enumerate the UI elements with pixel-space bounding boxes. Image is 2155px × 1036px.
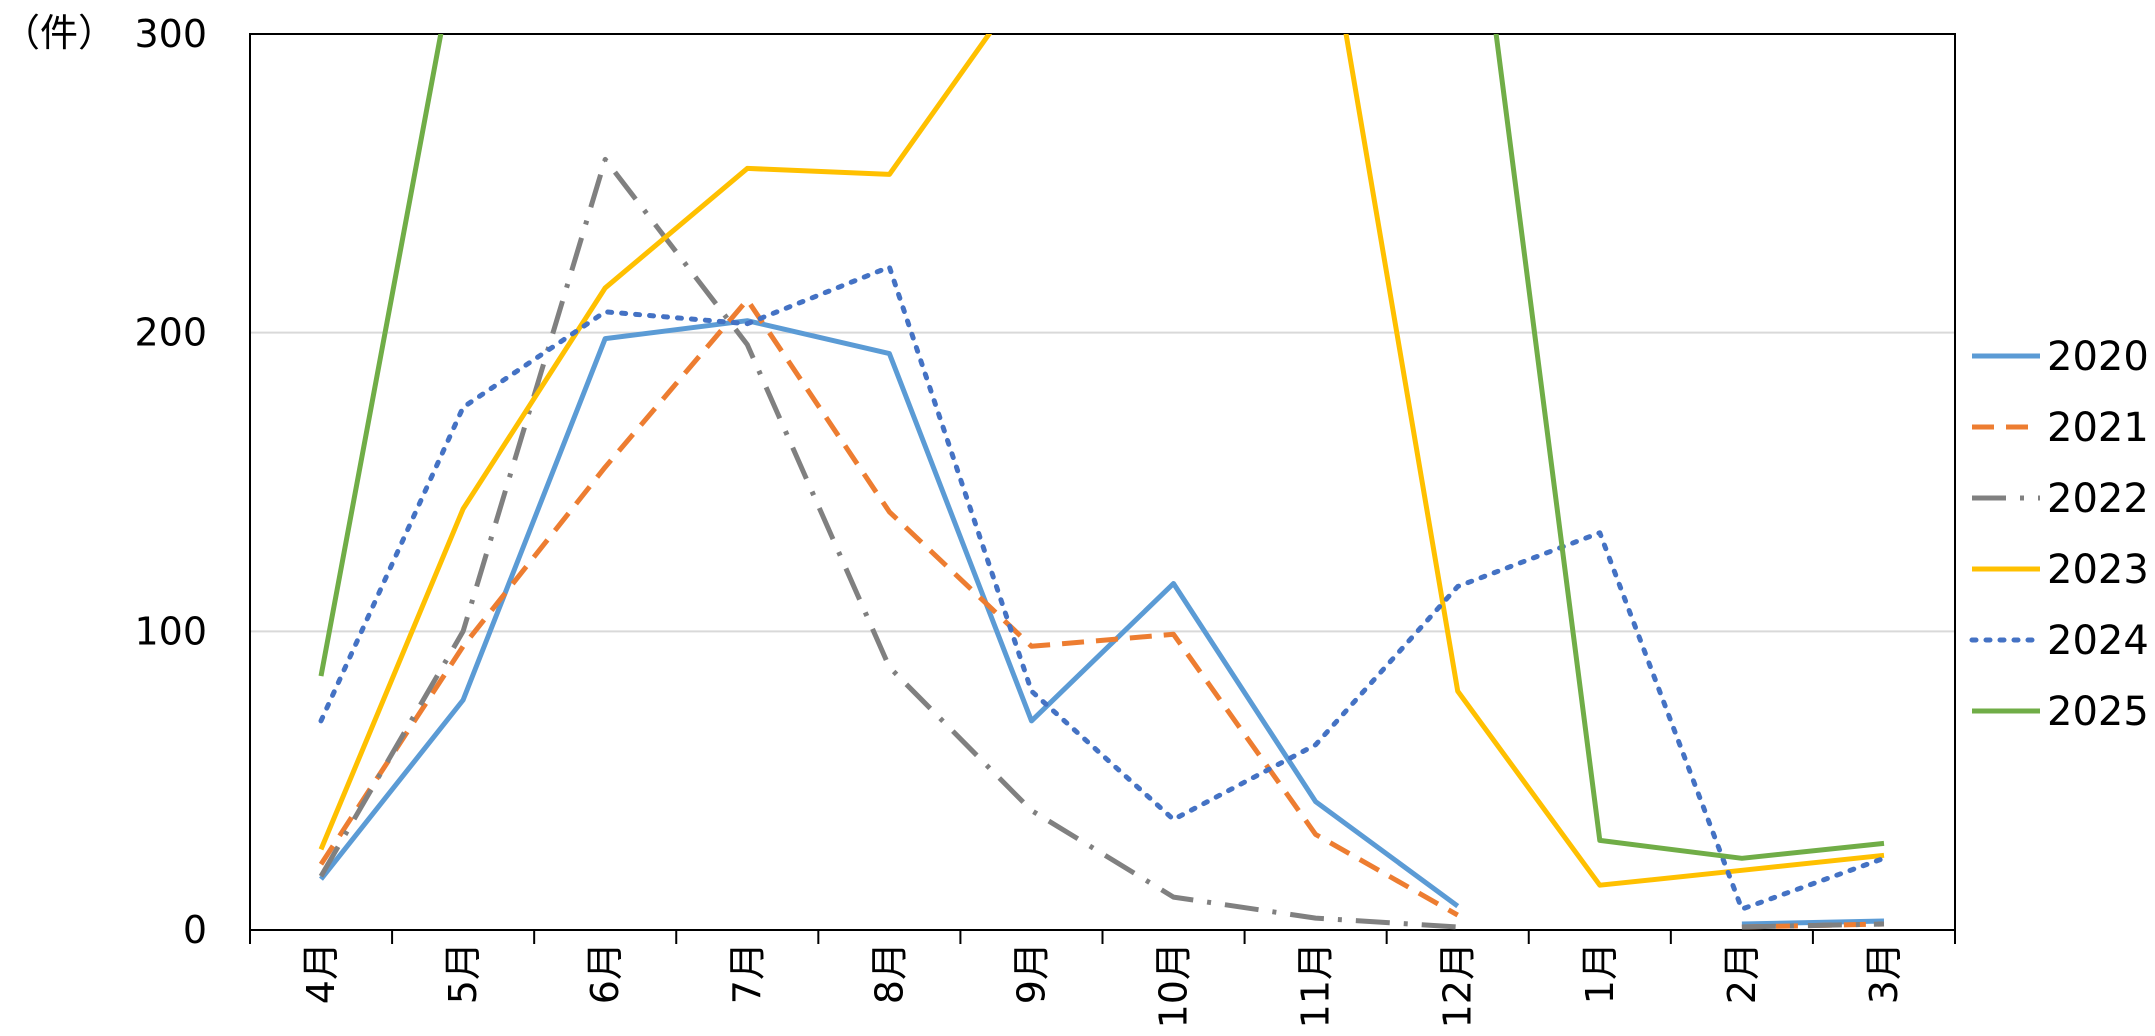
- x-tick-label: 6月: [583, 942, 627, 1004]
- series-line-2021: [318, 297, 1459, 918]
- y-tick-labels: 0 100 200 300: [134, 12, 207, 952]
- legend-label: 2025: [2047, 689, 2149, 735]
- x-tick-label: 12月: [1436, 942, 1480, 1028]
- y-tick-label: 300: [134, 12, 207, 56]
- x-tick-label: 1月: [1578, 942, 1622, 1004]
- series-line-2023: [318, 34, 1885, 888]
- legend-label: 2023: [2047, 547, 2149, 593]
- x-tick-label: 10月: [1152, 942, 1196, 1028]
- axes: [249, 33, 1956, 944]
- x-tick-label: 4月: [299, 942, 343, 1004]
- x-tick-labels: 4月 5月 6月 7月 8月 9月 10月 11月 12月 1月 2月 3月: [299, 942, 1906, 1028]
- legend: 2020 2021 2022 2023 2024 2025: [1969, 334, 2149, 735]
- x-tick-label: 3月: [1862, 942, 1906, 1004]
- series-line-2022: [318, 156, 1458, 930]
- series-line-2020: [319, 318, 1460, 909]
- series-lines: [318, 34, 1887, 930]
- legend-label: 2024: [2047, 618, 2149, 664]
- x-tick-label: 2月: [1720, 942, 1764, 1004]
- legend-label: 2022: [2047, 476, 2149, 522]
- y-unit-label: （件）: [2, 11, 116, 55]
- series-line-2024: [318, 264, 1887, 912]
- y-tick-label: 0: [183, 908, 207, 952]
- series-line-2025: [318, 34, 1885, 861]
- x-tick-label: 8月: [867, 942, 911, 1004]
- series-line-2022: [1741, 921, 1885, 930]
- x-tick-label: 7月: [725, 942, 769, 1004]
- y-tick-label: 200: [134, 311, 207, 355]
- x-tick-label: 5月: [441, 942, 485, 1004]
- x-tick-label: 11月: [1294, 942, 1338, 1028]
- legend-label: 2021: [2047, 405, 2149, 451]
- legend-label: 2020: [2047, 334, 2149, 380]
- x-tick-label: 9月: [1009, 942, 1053, 1004]
- gridlines: [250, 331, 1955, 633]
- series-line-2020: [1741, 918, 1885, 927]
- y-tick-label: 100: [134, 609, 207, 653]
